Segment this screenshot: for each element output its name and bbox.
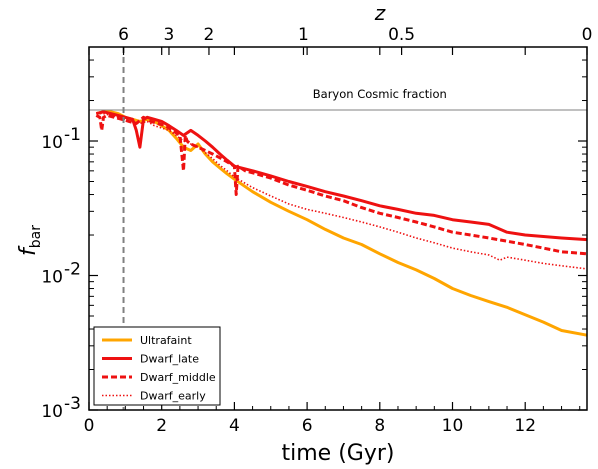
tick-labels: 0 2 4 6 8 10 126 3 2 1 0.5 010-310-210-1	[41, 25, 592, 436]
y-tick-label: 10	[41, 268, 63, 288]
y-axis-label: fbar	[16, 225, 44, 256]
series-line-dwarf-early	[96, 112, 588, 270]
x-tick-label: 10	[442, 416, 464, 436]
x-tick-label: 8	[374, 416, 385, 436]
series-lines	[95, 110, 588, 337]
top-tick-label: 6	[118, 25, 129, 45]
x-tick-label: 0	[84, 416, 95, 436]
legend-label: Dwarf_early	[140, 390, 206, 403]
plot-frame	[88, 46, 588, 411]
top-tick-label: 3	[164, 25, 175, 45]
y-tick-exponent: -3	[64, 394, 81, 414]
legend-label: Ultrafaint	[140, 334, 192, 347]
axis-ticks	[88, 46, 588, 411]
legend: Ultrafaint Dwarf_late Dwarf_middle Dwarf_ea…	[93, 326, 221, 406]
top-tick-label: 0.5	[388, 25, 415, 45]
top-axis-label: z	[374, 1, 386, 25]
y-tick-exponent: -2	[64, 260, 81, 280]
x-tick-label: 2	[156, 416, 167, 436]
series-line-ultrafaint	[95, 110, 588, 337]
baryon-fraction-label: Baryon Cosmic fraction	[313, 87, 447, 101]
x-tick-label: 12	[514, 416, 536, 436]
y-tick-label: 10	[41, 133, 63, 153]
y-tick-label: 10	[41, 402, 63, 422]
top-tick-label: 0	[582, 25, 593, 45]
series-line-dwarf-middle	[95, 113, 588, 256]
y-axis-label-sub: bar	[28, 225, 44, 248]
legend-label: Dwarf_late	[140, 353, 199, 366]
x-axis-label: time (Gyr)	[282, 441, 395, 466]
y-axis-label-main: f	[16, 245, 41, 256]
top-tick-label: 1	[298, 25, 309, 45]
x-tick-label: 6	[302, 416, 313, 436]
legend-label: Dwarf_middle	[140, 371, 216, 384]
x-tick-label: 4	[229, 416, 240, 436]
y-tick-exponent: -1	[64, 125, 81, 145]
top-tick-label: 2	[204, 25, 215, 45]
